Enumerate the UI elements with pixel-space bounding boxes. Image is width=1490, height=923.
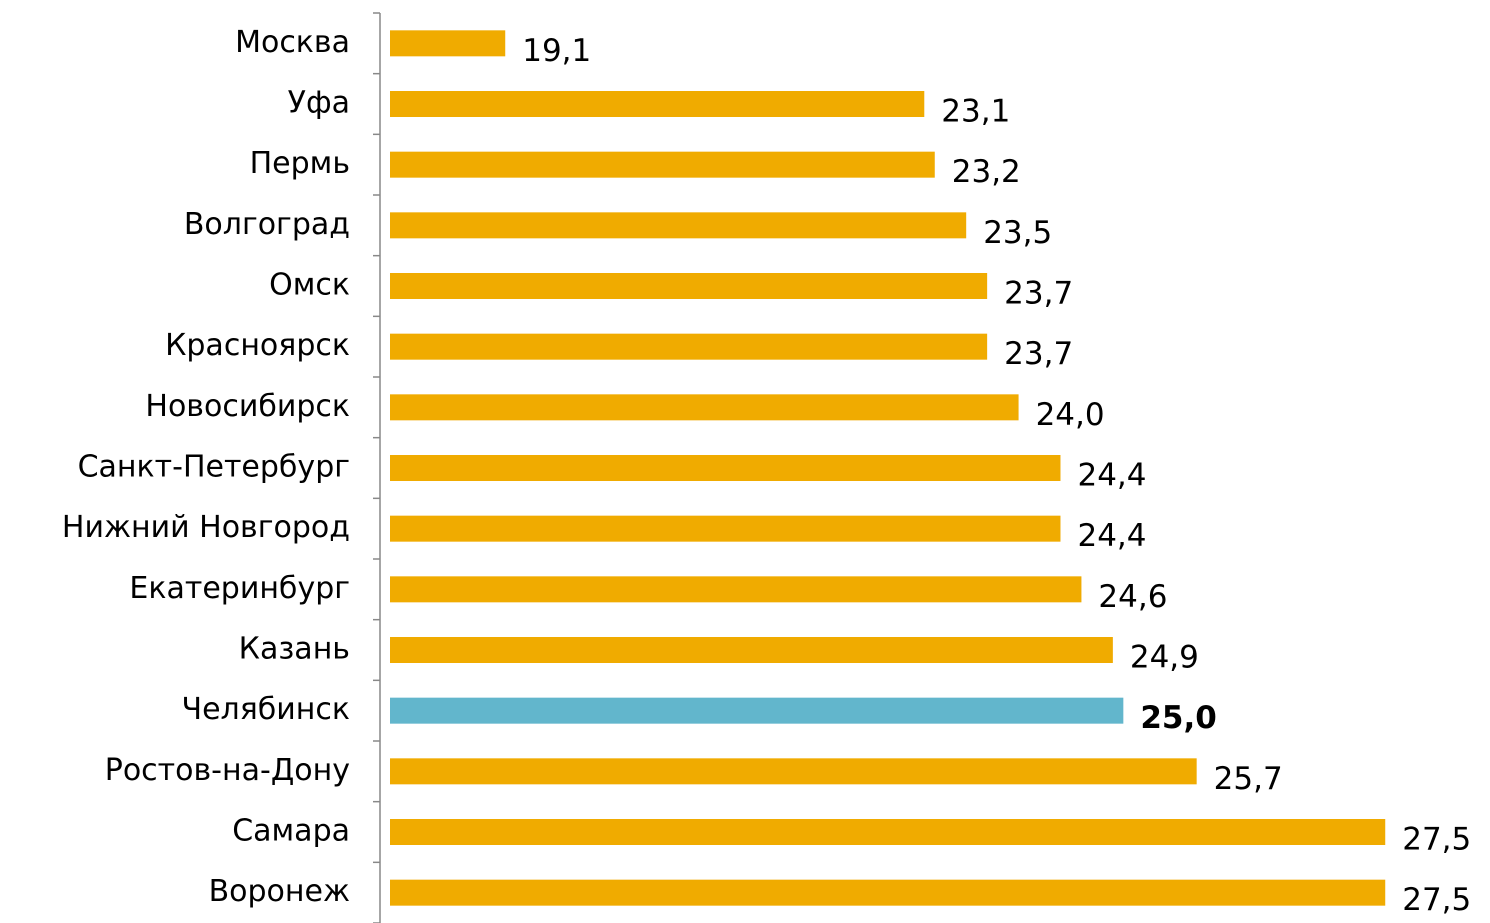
bar	[390, 394, 1019, 421]
category-label: Нижний Новгород	[62, 510, 350, 545]
bar	[390, 819, 1386, 845]
bar	[390, 697, 1124, 724]
category-label: Уфа	[288, 86, 350, 121]
value-label: 23,7	[1004, 276, 1073, 312]
category-label: Казань	[239, 632, 350, 667]
category-label: Екатеринбург	[129, 571, 350, 606]
bar	[390, 212, 967, 239]
bar	[390, 879, 1386, 906]
value-label: 23,7	[1004, 336, 1073, 372]
category-label: Воронеж	[209, 874, 350, 909]
value-label: 23,5	[983, 215, 1052, 251]
bar	[390, 637, 1113, 663]
category-label: Москва	[235, 25, 350, 60]
category-label: Ростов-на-Дону	[105, 753, 350, 788]
category-label: Санкт-Петербург	[78, 450, 350, 485]
bar	[390, 455, 1061, 481]
category-label: Челябинск	[182, 692, 350, 727]
value-label: 25,7	[1214, 761, 1283, 797]
bar	[390, 515, 1061, 542]
bar	[390, 333, 988, 360]
value-label: 24,4	[1077, 458, 1146, 494]
category-label: Самара	[232, 814, 350, 849]
value-label: 27,5	[1402, 882, 1471, 918]
category-label: Волгоград	[184, 207, 350, 242]
bar	[390, 91, 925, 117]
value-label: 24,4	[1077, 518, 1146, 554]
bar	[390, 30, 506, 57]
category-label: Пермь	[250, 146, 350, 181]
value-label: 24,9	[1130, 640, 1199, 676]
value-label: 23,1	[941, 94, 1010, 130]
bar	[390, 151, 935, 178]
category-label: Омск	[269, 268, 350, 303]
category-label: Новосибирск	[145, 389, 350, 424]
value-label: 25,0	[1140, 700, 1217, 736]
value-label: 23,2	[952, 154, 1021, 190]
bar	[390, 273, 988, 299]
value-label: 27,5	[1402, 822, 1471, 858]
bar	[390, 758, 1197, 785]
category-label: Красноярск	[165, 328, 350, 363]
value-label: 24,6	[1098, 579, 1167, 615]
value-label: 19,1	[522, 33, 591, 69]
value-label: 24,0	[1036, 397, 1105, 433]
bar	[390, 576, 1082, 603]
